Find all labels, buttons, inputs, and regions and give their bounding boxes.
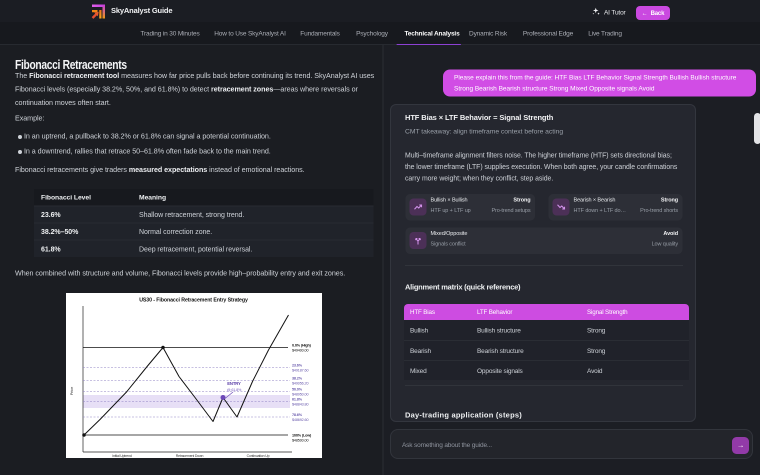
svg-text:$48843.80: $48843.80 (292, 403, 308, 407)
svg-text:US30 - Fibonacci Retracement E: US30 - Fibonacci Retracement Entry Strat… (139, 298, 248, 304)
svg-text:$48692.60: $48692.60 (292, 418, 308, 422)
svg-text:Continuation Up: Continuation Up (247, 454, 270, 458)
svg-text:ENTRY: ENTRY (227, 381, 241, 386)
svg-text:38.2%: 38.2% (292, 377, 303, 381)
svg-text:$49400.00: $49400.00 (292, 349, 308, 353)
svg-text:@ 61.8%: @ 61.8% (227, 388, 242, 392)
svg-text:50.0%: 50.0% (292, 388, 303, 392)
svg-text:0.0% (High): 0.0% (High) (292, 344, 312, 348)
svg-text:23.6%: 23.6% (292, 364, 303, 368)
svg-text:61.8%: 61.8% (292, 398, 303, 402)
svg-text:$49056.20: $49056.20 (292, 382, 308, 386)
svg-text:Initial Uptrend: Initial Uptrend (112, 454, 132, 458)
svg-text:Retracement Down: Retracement Down (176, 454, 204, 458)
svg-text:$48950.00: $48950.00 (292, 393, 308, 397)
svg-text:$49187.60: $49187.60 (292, 369, 308, 373)
svg-text:100% (Low): 100% (Low) (292, 434, 312, 438)
svg-text:78.6%: 78.6% (292, 413, 303, 417)
svg-text:$48500.00: $48500.00 (292, 439, 308, 443)
svg-text:Price: Price (69, 386, 74, 395)
